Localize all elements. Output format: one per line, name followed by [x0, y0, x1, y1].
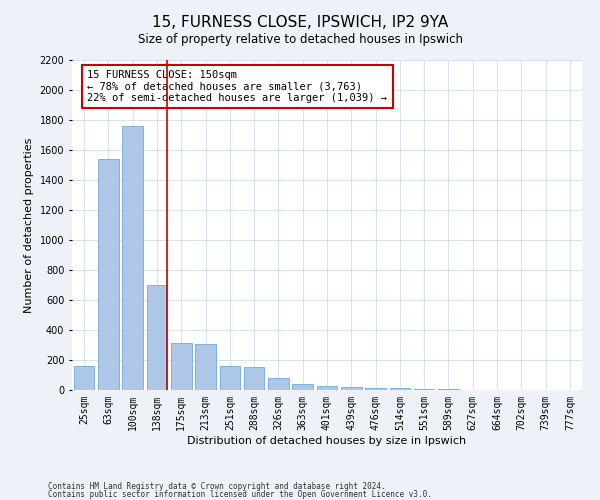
Text: Contains public sector information licensed under the Open Government Licence v3: Contains public sector information licen… [48, 490, 432, 499]
Bar [195, 344, 216, 390]
Bar [171, 343, 191, 390]
Bar [365, 388, 386, 390]
Bar [414, 389, 434, 390]
Bar [268, 378, 289, 390]
Bar [341, 387, 362, 390]
X-axis label: Distribution of detached houses by size in Ipswich: Distribution of detached houses by size … [187, 436, 467, 446]
Text: 15, FURNESS CLOSE, IPSWICH, IP2 9YA: 15, FURNESS CLOSE, IPSWICH, IP2 9YA [152, 15, 448, 30]
Bar [292, 384, 313, 390]
Y-axis label: Number of detached properties: Number of detached properties [24, 138, 34, 312]
Bar [74, 366, 94, 390]
Bar [122, 126, 143, 390]
Bar [244, 367, 265, 390]
Text: 15 FURNESS CLOSE: 150sqm
← 78% of detached houses are smaller (3,763)
22% of sem: 15 FURNESS CLOSE: 150sqm ← 78% of detach… [88, 70, 388, 103]
Text: Contains HM Land Registry data © Crown copyright and database right 2024.: Contains HM Land Registry data © Crown c… [48, 482, 386, 491]
Bar [98, 159, 119, 390]
Bar [220, 366, 240, 390]
Text: Size of property relative to detached houses in Ipswich: Size of property relative to detached ho… [137, 32, 463, 46]
Bar [438, 389, 459, 390]
Bar [317, 386, 337, 390]
Bar [389, 388, 410, 390]
Bar [146, 285, 167, 390]
